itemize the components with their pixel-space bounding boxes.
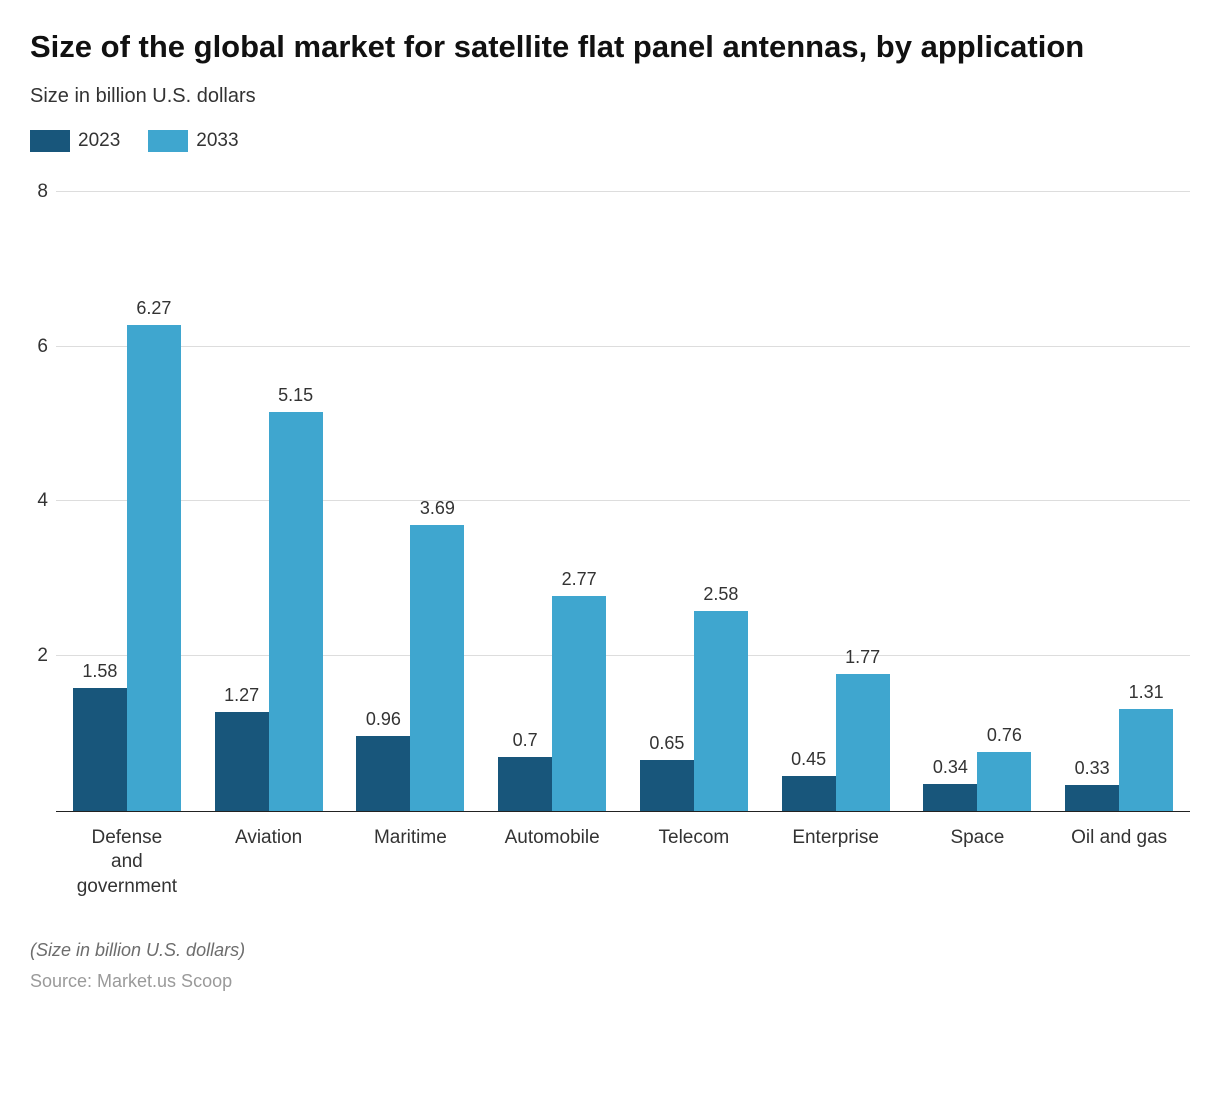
- x-axis-label: Automobile: [481, 826, 623, 900]
- chart-title: Size of the global market for satellite …: [30, 28, 1130, 67]
- legend-item-2033: 2033: [148, 130, 238, 152]
- bar: [552, 596, 606, 811]
- bar-group: 1.27 5.15: [198, 192, 340, 811]
- chart-plot: 24681.586.271.275.150.963.690.72.770.652…: [56, 192, 1190, 812]
- chart-source: Source: Market.us Scoop: [30, 971, 1190, 992]
- bar: [640, 760, 694, 810]
- x-axis-label: Aviation: [198, 826, 340, 900]
- legend-swatch-2023: [30, 130, 70, 152]
- chart-container: Size of the global market for satellite …: [0, 0, 1220, 1022]
- bar-group: 1.58 6.27: [56, 192, 198, 811]
- legend-item-2023: 2023: [30, 130, 120, 152]
- bar-value-label: 3.69: [420, 498, 455, 519]
- bar-value-label: 0.76: [987, 725, 1022, 746]
- bar-slot: 0.96: [356, 192, 410, 811]
- x-axis-labels: DefenseandgovernmentAviationMaritimeAuto…: [56, 826, 1190, 900]
- bar: [498, 757, 552, 811]
- bar-value-label: 1.58: [82, 661, 117, 682]
- bar-slot: 1.31: [1119, 192, 1173, 811]
- bar-value-label: 0.34: [933, 757, 968, 778]
- legend-label-2033: 2033: [196, 130, 238, 152]
- x-axis-label: Space: [907, 826, 1049, 900]
- y-tick-label: 6: [37, 336, 48, 358]
- bar: [410, 525, 464, 811]
- bar-value-label: 6.27: [136, 298, 171, 319]
- bar-slot: 2.58: [694, 192, 748, 811]
- chart-legend: 2023 2033: [30, 130, 1190, 152]
- bar-slot: 2.77: [552, 192, 606, 811]
- bar-slot: 0.45: [782, 192, 836, 811]
- chart-subtitle: Size in billion U.S. dollars: [30, 85, 1190, 108]
- bar-slot: 1.27: [215, 192, 269, 811]
- x-axis-label: Oil and gas: [1048, 826, 1190, 900]
- bar-group: 0.45 1.77: [765, 192, 907, 811]
- bar-value-label: 1.31: [1129, 682, 1164, 703]
- bar-slot: 0.65: [640, 192, 694, 811]
- x-axis-label: Maritime: [340, 826, 482, 900]
- bar: [356, 736, 410, 810]
- x-axis-label: Defenseandgovernment: [56, 826, 198, 900]
- bar-value-label: 1.27: [224, 685, 259, 706]
- bar-slot: 0.7: [498, 192, 552, 811]
- bar-value-label: 0.45: [791, 749, 826, 770]
- bar-slot: 0.33: [1065, 192, 1119, 811]
- bar: [977, 752, 1031, 811]
- bar: [782, 776, 836, 811]
- bar: [215, 712, 269, 810]
- bar-value-label: 0.33: [1075, 758, 1110, 779]
- chart-plot-wrap: 24681.586.271.275.150.963.690.72.770.652…: [30, 192, 1190, 900]
- bar: [269, 412, 323, 811]
- bar-group: 0.65 2.58: [623, 192, 765, 811]
- bar-value-label: 2.58: [703, 584, 738, 605]
- y-tick-label: 8: [37, 181, 48, 203]
- bar-group: 0.34 0.76: [907, 192, 1049, 811]
- bar-value-label: 0.96: [366, 709, 401, 730]
- bar: [73, 688, 127, 810]
- legend-label-2023: 2023: [78, 130, 120, 152]
- bar-slot: 6.27: [127, 192, 181, 811]
- bar-slot: 0.34: [923, 192, 977, 811]
- bar: [1119, 709, 1173, 811]
- y-tick-label: 4: [37, 490, 48, 512]
- bar-group: 0.96 3.69: [340, 192, 482, 811]
- bar-slot: 5.15: [269, 192, 323, 811]
- bar: [694, 611, 748, 811]
- bar-value-label: 5.15: [278, 385, 313, 406]
- bar-slot: 3.69: [410, 192, 464, 811]
- bar-slot: 1.77: [836, 192, 890, 811]
- legend-swatch-2033: [148, 130, 188, 152]
- x-axis-label: Telecom: [623, 826, 765, 900]
- bar: [127, 325, 181, 811]
- bar: [1065, 785, 1119, 811]
- bar: [836, 674, 890, 811]
- bar-slot: 1.58: [73, 192, 127, 811]
- bar-value-label: 0.65: [649, 733, 684, 754]
- bar-value-label: 0.7: [513, 730, 538, 751]
- x-axis-label: Enterprise: [765, 826, 907, 900]
- bar-value-label: 1.77: [845, 647, 880, 668]
- bar-group: 0.7 2.77: [481, 192, 623, 811]
- y-tick-label: 2: [37, 645, 48, 667]
- bar: [923, 784, 977, 810]
- bar-slot: 0.76: [977, 192, 1031, 811]
- chart-footnote: (Size in billion U.S. dollars): [30, 940, 1190, 961]
- bar-group: 0.33 1.31: [1048, 192, 1190, 811]
- bar-value-label: 2.77: [562, 569, 597, 590]
